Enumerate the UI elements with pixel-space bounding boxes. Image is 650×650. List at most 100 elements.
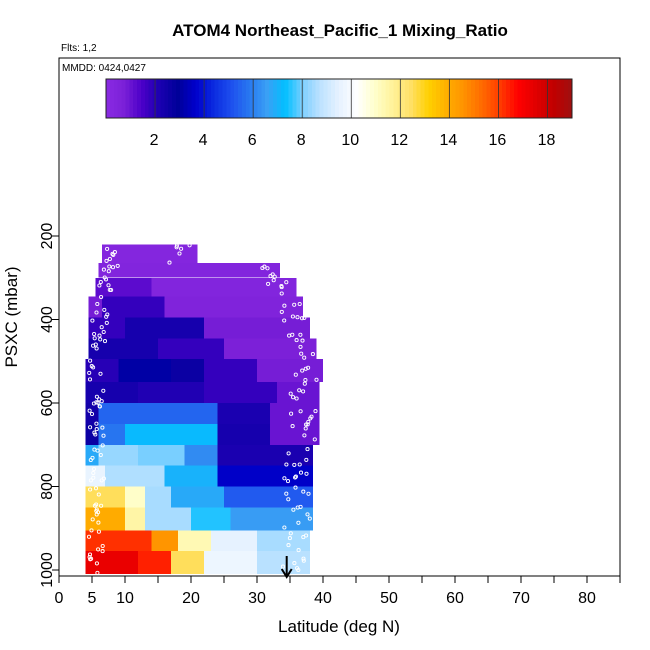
colorbar-swatch (439, 79, 445, 118)
colorbar-swatch (474, 79, 480, 118)
observation-marker (303, 426, 308, 431)
heatmap-cell (88, 338, 158, 360)
colorbar-swatch (210, 79, 216, 118)
observation-marker (306, 491, 311, 496)
heatmap-cell (85, 530, 152, 552)
colorbar-swatch (226, 79, 231, 118)
heatmap-cell (85, 551, 139, 575)
colorbar-swatch (276, 79, 282, 118)
observation-marker (287, 536, 292, 541)
heatmap-cell (270, 403, 320, 424)
observation-marker (97, 283, 102, 288)
observation-marker (89, 364, 94, 369)
observation-marker (101, 388, 106, 393)
colorbar-tick-label: 12 (390, 132, 408, 149)
observation-marker (96, 492, 101, 497)
heatmap-cell (257, 530, 310, 552)
observation-marker (279, 309, 284, 314)
observation-marker (304, 471, 309, 476)
colorbar-swatch (443, 79, 449, 118)
observation-marker (92, 447, 97, 452)
observation-marker (105, 246, 110, 251)
colorbar-swatch (420, 79, 426, 118)
colorbar-swatch (370, 79, 375, 118)
heatmap-cell (217, 403, 271, 424)
observation-marker (91, 470, 96, 476)
observation-marker (298, 470, 304, 475)
observation-marker (106, 283, 111, 288)
observation-marker (285, 479, 291, 484)
observation-marker (103, 277, 109, 282)
observation-marker (299, 351, 304, 356)
observation-marker (279, 283, 284, 289)
x-tick-label: 50 (380, 590, 398, 607)
x-axis: 0 5 10 20 30 40 50 60 70 80 (55, 576, 621, 607)
observation-marker (288, 391, 293, 396)
colorbar-swatch (451, 79, 457, 118)
observation-marker (105, 312, 110, 317)
heatmap-cell (184, 444, 218, 466)
observation-marker (94, 502, 99, 507)
latitude-arrow-marker (280, 556, 293, 579)
observation-marker (308, 416, 313, 421)
observation-marker (94, 427, 99, 432)
colorbar-swatch (323, 79, 328, 118)
heatmap-cell (171, 359, 205, 383)
observation-marker (296, 548, 301, 553)
colorbar-swatch (261, 79, 266, 118)
observation-marker (92, 336, 97, 341)
heatmap-cell (98, 423, 125, 445)
chart-title: ATOM4 Northeast_Pacific_1 Mixing_Ratio (172, 21, 508, 40)
observation-marker (268, 274, 273, 279)
observation-marker (94, 310, 99, 315)
arrow-head (280, 568, 293, 579)
colorbar-swatch (156, 79, 161, 118)
colorbar-swatch (354, 79, 360, 118)
observation-marker (301, 489, 306, 494)
colorbar-swatch (346, 79, 352, 118)
observation-marker (94, 346, 99, 351)
colorbar-swatch (362, 79, 367, 118)
observation-marker (298, 409, 303, 414)
colorbar-tick-label: 6 (248, 132, 257, 149)
colorbar-swatch (109, 79, 115, 118)
y-axis-label: PSXC (mbar) (2, 266, 21, 367)
heatmap-cell (125, 486, 145, 508)
colorbar-swatch (253, 79, 259, 118)
colorbar-swatch (412, 79, 418, 118)
colorbar-swatch (447, 79, 453, 118)
colorbar-tick-label: 4 (199, 132, 208, 149)
colorbar-swatch (366, 79, 371, 118)
observation-marker (300, 338, 305, 343)
observation-marker (299, 316, 305, 321)
observation-marker (302, 433, 307, 438)
y-tick-label: 600 (39, 390, 56, 417)
observation-marker (296, 520, 301, 525)
colorbar-swatch (296, 79, 301, 118)
heatmap-cell (105, 465, 165, 487)
observation-marker (88, 487, 93, 492)
heatmap-cell (85, 359, 119, 383)
heatmap-cell (217, 444, 314, 466)
colorbar-swatch (525, 79, 530, 118)
colorbar-swatch (509, 79, 515, 118)
observation-marker (314, 377, 319, 382)
y-axis: 200 400 600 800 1000 (39, 223, 59, 588)
observation-marker (307, 516, 312, 521)
colorbar-swatch (537, 79, 542, 118)
colorbar-swatch (117, 79, 123, 118)
heatmap-cell (171, 486, 224, 508)
heatmap-cell (217, 465, 314, 487)
observation-marker (94, 394, 99, 399)
colorbar-swatch (513, 79, 519, 118)
colorbar-swatch (125, 79, 130, 118)
colorbar-swatch (113, 79, 119, 118)
colorbar-swatch (482, 79, 488, 118)
observation-marker (293, 372, 298, 377)
observation-marker (286, 451, 291, 456)
colorbar-swatch (401, 79, 406, 118)
heatmap-cell (224, 486, 314, 508)
colorbar-swatch (140, 79, 146, 118)
colorbar-swatch (133, 79, 138, 118)
